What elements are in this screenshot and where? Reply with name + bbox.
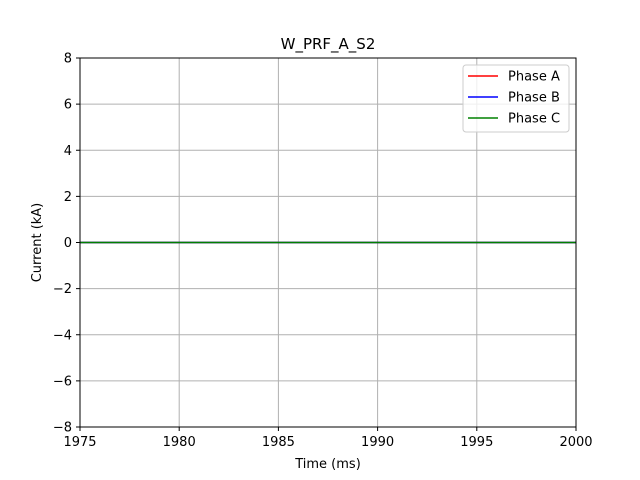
y-tick-label: 6: [64, 98, 72, 113]
legend-label-phase-a: Phase A: [508, 70, 560, 85]
x-tick-label: 1985: [262, 435, 295, 450]
y-tick-label: 2: [64, 190, 72, 205]
x-tick-label: 1995: [460, 435, 493, 450]
y-axis-label: Current (kA): [30, 203, 45, 283]
y-tick-label: 8: [64, 52, 72, 67]
x-tick-label: 1975: [63, 435, 96, 450]
legend-label-phase-b: Phase B: [508, 91, 560, 106]
legend-box: [462, 64, 570, 133]
x-tick-label: 1990: [361, 435, 394, 450]
x-tick-label: 1980: [163, 435, 196, 450]
y-tick-label: 4: [64, 144, 72, 159]
x-axis-label: Time (ms): [294, 457, 361, 472]
y-tick-label: −6: [53, 374, 72, 389]
y-tick-label: −4: [53, 328, 72, 343]
legend-label-phase-c: Phase C: [508, 112, 560, 127]
chart-title: W_PRF_A_S2: [281, 35, 376, 54]
y-tick-label: −2: [53, 282, 72, 297]
x-tick-label: 2000: [559, 435, 592, 450]
y-tick-label: −8: [53, 421, 72, 436]
axis-ticks: 1975 1980 1985 1990 1995 2000 −8 −6 −4 −2 0 2 4 6 8: [53, 52, 593, 451]
legend: Phase A Phase B Phase C: [462, 64, 570, 133]
y-tick-label: 0: [64, 236, 72, 251]
